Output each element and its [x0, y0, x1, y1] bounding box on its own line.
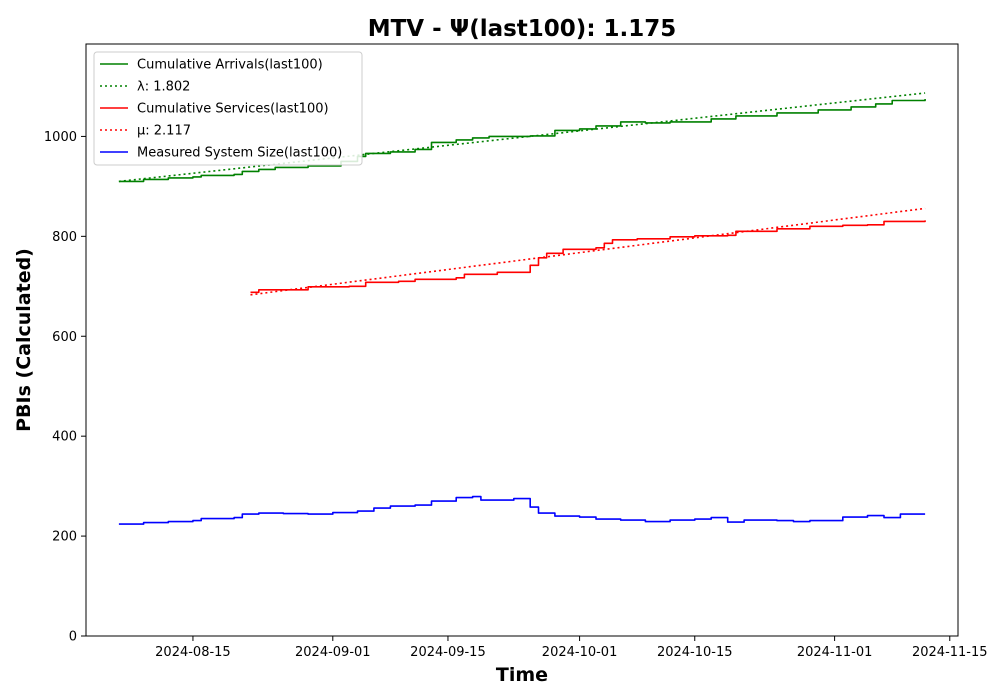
x-axis-label: Time — [496, 664, 548, 686]
x-axis: 2024-08-15 2024-09-01 2024-09-15 2024-10-01… — [155, 636, 988, 660]
y-axis: 0 200 400 600 800 1000 — [44, 130, 86, 645]
legend-box — [93, 51, 363, 166]
legend: Cumulative Arrivals(last100) λ: 1.802 Cumu… — [93, 51, 363, 166]
series-line-2 — [250, 220, 926, 294]
series-line-4 — [118, 495, 926, 525]
y-tick-label: 1000 — [44, 130, 77, 145]
series-line-3 — [250, 207, 926, 296]
x-tick-label: 2024-09-01 — [295, 645, 371, 660]
plot-frame — [85, 43, 959, 637]
x-tick-label: 2024-09-15 — [410, 645, 486, 660]
x-tick-label: 2024-10-15 — [657, 645, 733, 660]
y-tick-label: 0 — [69, 630, 77, 645]
legend-entry-label: Cumulative Services(last100) — [137, 102, 329, 117]
series-line-1 — [118, 92, 926, 183]
y-tick-label: 600 — [52, 330, 77, 345]
series-line-0 — [118, 99, 926, 183]
legend-entry-label: μ: 2.117 — [137, 124, 191, 139]
y-tick-label: 400 — [52, 430, 77, 445]
x-tick-label: 2024-10-01 — [542, 645, 618, 660]
x-tick-label: 2024-11-01 — [797, 645, 873, 660]
legend-entry-label: Cumulative Arrivals(last100) — [137, 58, 323, 73]
y-tick-label: 800 — [52, 230, 77, 245]
legend-entry-label: Measured System Size(last100) — [137, 146, 342, 161]
x-tick-label: 2024-08-15 — [155, 645, 231, 660]
plot-content — [118, 92, 926, 525]
y-tick-label: 200 — [52, 530, 77, 545]
x-tick-label: 2024-11-15 — [912, 645, 988, 660]
chart-title: MTV - Ψ(last100): 1.175 — [368, 16, 677, 42]
y-axis-label: PBIs (Calculated) — [13, 248, 35, 432]
legend-entry-label: λ: 1.802 — [137, 80, 190, 95]
